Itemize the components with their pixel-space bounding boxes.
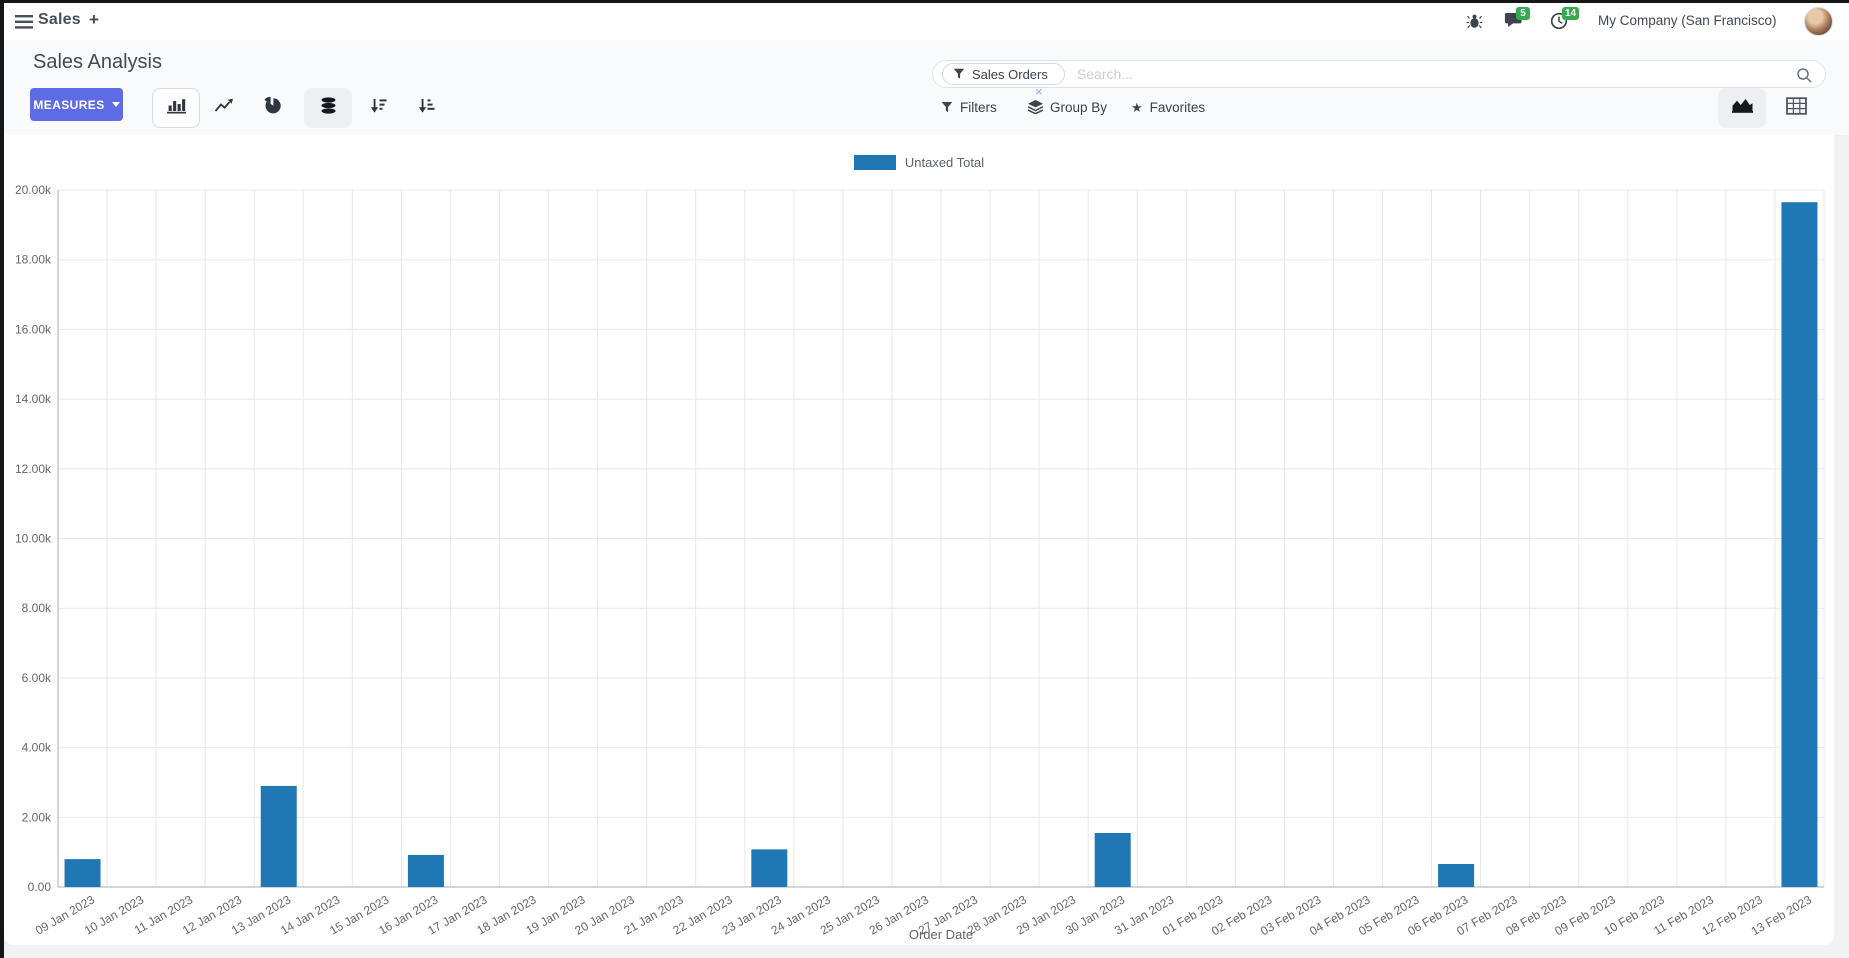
y-tick-label: 0.00 <box>28 880 52 894</box>
line-chart-button[interactable] <box>200 88 248 128</box>
bar[interactable] <box>407 854 444 887</box>
filter-icon <box>953 68 965 79</box>
bar[interactable] <box>751 849 788 887</box>
sort-desc-icon <box>370 98 387 119</box>
bar[interactable] <box>1094 832 1131 887</box>
line-chart-icon <box>214 98 234 118</box>
y-tick-label: 4.00k <box>22 741 52 755</box>
y-tick-label: 18.00k <box>15 253 52 267</box>
favorites-button[interactable]: ★ Favorites <box>1131 99 1206 115</box>
bar-chart-button[interactable] <box>152 88 200 128</box>
window-edge-top <box>0 0 1849 3</box>
stacked-button[interactable] <box>304 88 352 128</box>
activities-count-badge: 14 <box>1562 7 1580 20</box>
search-input[interactable] <box>1076 66 1791 82</box>
legend-item-untaxed-total[interactable]: Untaxed Total <box>4 155 1834 170</box>
sort-asc-icon <box>418 98 435 119</box>
x-axis-title: Order Date <box>909 927 973 942</box>
pivot-view-button[interactable] <box>1772 88 1820 128</box>
bar-chart-icon <box>166 97 187 119</box>
facet-remove-icon[interactable]: × <box>1035 84 1043 99</box>
graph-view-button[interactable] <box>1718 88 1766 128</box>
bar[interactable] <box>64 859 101 887</box>
y-tick-label: 14.00k <box>15 392 52 406</box>
y-tick-label: 2.00k <box>22 810 52 824</box>
y-tick-label: 20.00k <box>15 183 52 197</box>
pivot-view-icon <box>1785 96 1807 120</box>
control-panel: Sales Analysis MEASURES <box>4 40 1849 135</box>
messages-icon[interactable]: 5 <box>1504 7 1530 32</box>
pie-chart-icon <box>263 96 281 119</box>
sort-desc-button[interactable] <box>354 88 402 128</box>
messages-count-badge: 5 <box>1516 7 1530 20</box>
search-bar[interactable]: Sales Orders <box>932 60 1826 88</box>
bar[interactable] <box>260 785 297 887</box>
legend-label: Untaxed Total <box>904 155 985 170</box>
y-tick-label: 8.00k <box>22 601 52 615</box>
pie-chart-button[interactable] <box>248 88 296 128</box>
chart-area: Untaxed Total 20.00k 18.00k 16.00k 14.00k 12… <box>4 135 1834 945</box>
stacked-icon <box>320 97 337 119</box>
sales-analysis-bar-chart: 20.00k 18.00k 16.00k 14.00k 12.00k 10.00k 8.00… <box>15 183 1825 942</box>
legend-swatch <box>853 155 896 170</box>
activities-icon[interactable]: 14 <box>1550 7 1580 32</box>
favorites-icon: ★ <box>1131 99 1143 115</box>
bar[interactable] <box>1781 202 1818 887</box>
page-title: Sales Analysis <box>33 51 162 73</box>
group-by-button[interactable]: Group By <box>1028 96 1107 118</box>
top-navbar: Sales + 5 14 My Company (San Francisco) <box>4 3 1849 40</box>
group-by-icon <box>1028 100 1043 114</box>
graph-view-icon <box>1731 97 1754 119</box>
search-facet-sales-orders[interactable]: Sales Orders <box>942 63 1065 85</box>
search-icon[interactable] <box>1796 67 1813 89</box>
app-name-menu[interactable]: Sales <box>38 11 81 28</box>
y-tick-label: 10.00k <box>15 532 52 546</box>
user-avatar[interactable] <box>1804 7 1833 36</box>
new-tab-plus-icon[interactable]: + <box>89 10 99 29</box>
company-switcher[interactable]: My Company (San Francisco) <box>1598 13 1777 28</box>
chevron-down-icon <box>111 102 120 107</box>
window-edge-left <box>0 0 4 958</box>
bar[interactable] <box>1438 863 1475 887</box>
debug-bug-icon[interactable] <box>1466 13 1488 33</box>
filters-button[interactable]: Filters <box>941 96 997 118</box>
sort-asc-button[interactable] <box>402 88 450 128</box>
y-tick-label: 16.00k <box>15 322 52 336</box>
filter-icon <box>941 101 953 112</box>
measures-button[interactable]: MEASURES <box>30 88 123 121</box>
y-tick-label: 12.00k <box>15 462 52 476</box>
apps-menu-icon[interactable] <box>15 15 33 34</box>
y-tick-label: 6.00k <box>22 671 52 685</box>
